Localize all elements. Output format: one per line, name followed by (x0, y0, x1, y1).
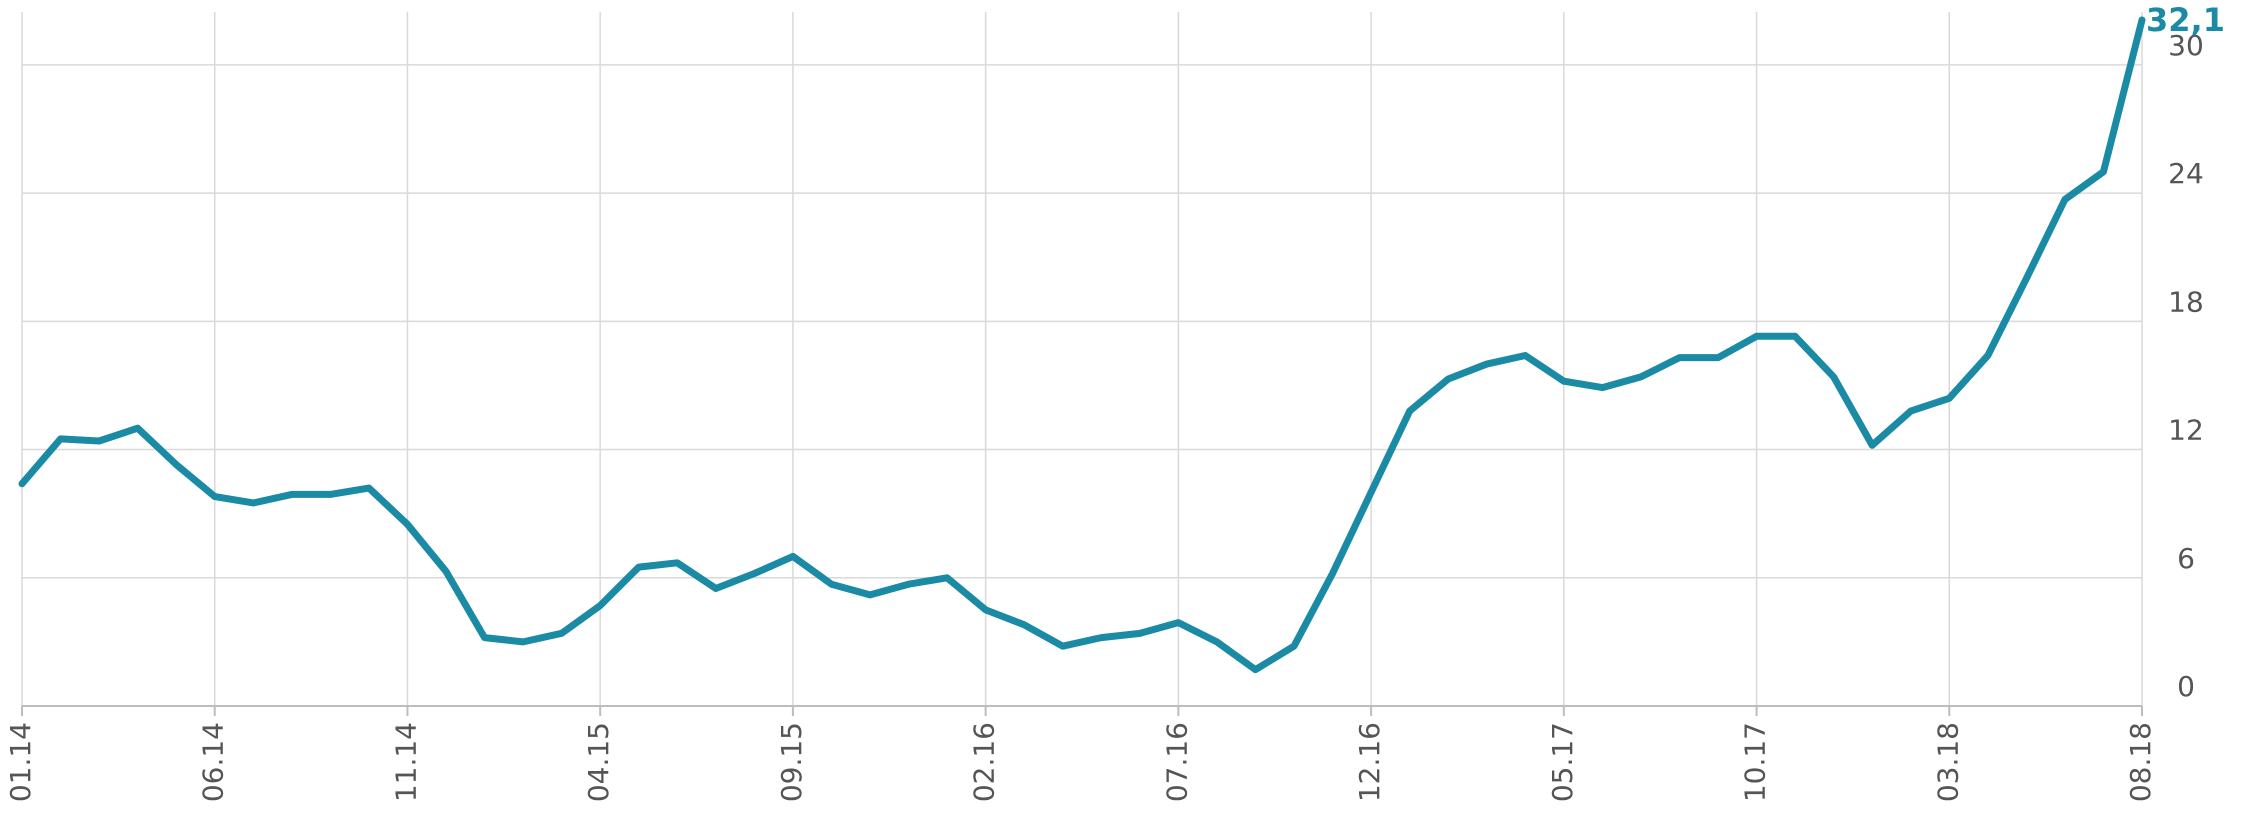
x-tick-label: 02.16 (968, 722, 1001, 802)
series-line (18, 16, 2146, 674)
x-tick-label: 10.17 (1739, 722, 1772, 802)
x-tick-label: 08.18 (2124, 722, 2157, 802)
series-group (18, 16, 2146, 674)
x-tick-label: 05.17 (1546, 722, 1579, 802)
x-tick-label: 06.14 (197, 722, 230, 802)
y-tick-label: 0 (2177, 670, 2195, 703)
horizontal-gridlines (22, 64, 2142, 579)
x-tick-label: 01.14 (4, 722, 37, 802)
y-tick-label: 24 (2168, 157, 2204, 190)
x-axis-ticks: 01.14 06.14 11.14 04.15 09.15 02.16 07.16 12.16… (4, 706, 2157, 802)
y-tick-label: 12 (2168, 414, 2204, 447)
x-tick-label: 12.16 (1353, 722, 1386, 802)
x-tick-label: 11.14 (389, 722, 422, 802)
vertical-gridlines (21, 12, 2143, 706)
x-tick-label: 04.15 (582, 722, 615, 802)
last-value-label: 32,1 (2146, 1, 2225, 39)
x-tick-label: 09.15 (775, 722, 808, 802)
x-tick-label: 03.18 (1931, 722, 1964, 802)
y-tick-label: 6 (2177, 542, 2195, 575)
x-tick-label: 07.16 (1160, 722, 1193, 802)
y-tick-label: 30 (2168, 29, 2204, 62)
y-axis-ticks: 0 6 12 18 24 30 (2168, 29, 2204, 703)
y-tick-label: 18 (2168, 285, 2204, 318)
